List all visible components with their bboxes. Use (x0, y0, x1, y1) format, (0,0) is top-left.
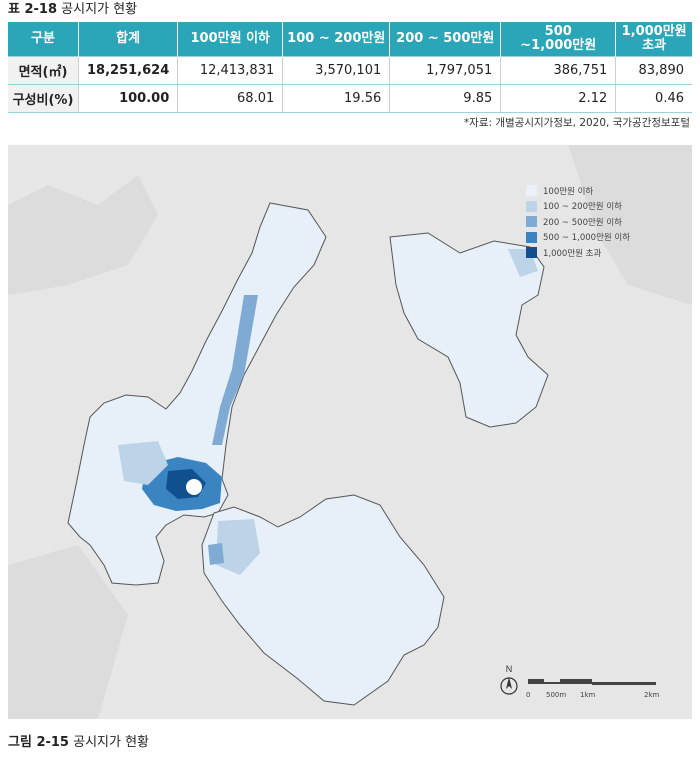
legend-item: 200 ~ 500만원 이하 (526, 214, 630, 230)
legend-item: 100 ~ 200만원 이하 (526, 199, 630, 215)
surrounding-land (568, 145, 692, 305)
table-caption-title: 공시지가 현황 (61, 2, 138, 17)
legend-item: 100만원 이하 (526, 183, 630, 199)
land-price-table: 구분 합계 100만원 이하 100 ~ 200만원 200 ~ 500만원 5… (8, 22, 692, 113)
district-northeast (389, 232, 549, 428)
legend-label: 1,000만원 초과 (543, 248, 602, 259)
legend-label: 100 ~ 200만원 이하 (543, 202, 622, 213)
table-cell: 18,251,624 (78, 56, 179, 85)
table-row: 구성비(%) 100.00 68.01 19.56 9.85 2.12 0.46 (8, 84, 692, 113)
scale-label: 2km (644, 691, 660, 699)
figure-caption: 그림 2-15 공시지가 현황 (8, 731, 149, 750)
header-500-1000: 500 ~1,000만원 (500, 22, 617, 57)
header-total: 합계 (78, 22, 179, 57)
row-label: 구성비(%) (8, 84, 79, 113)
table-cell: 100.00 (78, 84, 179, 113)
legend-swatch (526, 185, 537, 197)
legend-swatch (526, 200, 537, 212)
table-cell: 3,570,101 (282, 56, 391, 85)
district-south-patch (208, 543, 224, 565)
table-cell: 12,413,831 (177, 56, 284, 85)
scale-label: 1km (580, 691, 596, 699)
figure-caption-number: 그림 2-15 (8, 735, 69, 750)
table-cell: 1,797,051 (389, 56, 502, 85)
table-cell: 68.01 (177, 84, 284, 113)
table-cell: 0.46 (615, 84, 692, 113)
legend-swatch (526, 231, 537, 243)
header-over-1000: 1,000만원 초과 (615, 22, 692, 57)
district-south-patch (216, 519, 260, 575)
table-cell: 2.12 (500, 84, 617, 113)
legend-label: 100만원 이하 (543, 186, 594, 197)
scale-label: 500m (546, 691, 567, 699)
district-west (67, 202, 327, 586)
header-category: 구분 (8, 22, 79, 57)
table-row: 면적(㎡) 18,251,624 12,413,831 3,570,101 1,… (8, 56, 692, 85)
surrounding-land (8, 175, 158, 295)
district-west-strip (212, 295, 258, 445)
header-under-100: 100만원 이하 (177, 22, 284, 57)
legend-item: 1,000만원 초과 (526, 245, 630, 261)
table-cell: 9.85 (389, 84, 502, 113)
row-label: 면적(㎡) (8, 56, 79, 85)
table-caption-number: 표 2-18 (8, 2, 58, 17)
table-cell: 19.56 (282, 84, 391, 113)
north-label: N (506, 664, 513, 674)
legend-item: 500 ~ 1,000만원 이하 (526, 230, 630, 246)
table-cell: 83,890 (615, 56, 692, 85)
surrounding-land (8, 545, 128, 719)
scale-bar (528, 679, 656, 685)
header-100-200: 100 ~ 200만원 (282, 22, 391, 57)
source-note: *자료: 개별공시지가정보, 2020, 국가공간정보포털 (463, 117, 690, 129)
map-legend: 100만원 이하 100 ~ 200만원 이하 200 ~ 500만원 이하 5… (526, 183, 630, 261)
legend-label: 500 ~ 1,000만원 이하 (543, 233, 631, 244)
legend-label: 200 ~ 500만원 이하 (543, 217, 622, 228)
land-price-map (8, 145, 692, 719)
district-south (201, 494, 445, 706)
figure-caption-title: 공시지가 현황 (73, 735, 150, 750)
table-cell: 386,751 (500, 56, 617, 85)
table-header-row: 구분 합계 100만원 이하 100 ~ 200만원 200 ~ 500만원 5… (8, 22, 692, 57)
map-park (186, 479, 202, 495)
north-arrow-icon: N (500, 664, 518, 695)
header-200-500: 200 ~ 500만원 (389, 22, 502, 57)
table-caption: 표 2-18 공시지가 현황 (8, 0, 137, 17)
scale-label: 0 (526, 691, 531, 699)
legend-swatch (526, 216, 537, 228)
district-west-mid (118, 441, 168, 485)
legend-swatch (526, 247, 537, 259)
